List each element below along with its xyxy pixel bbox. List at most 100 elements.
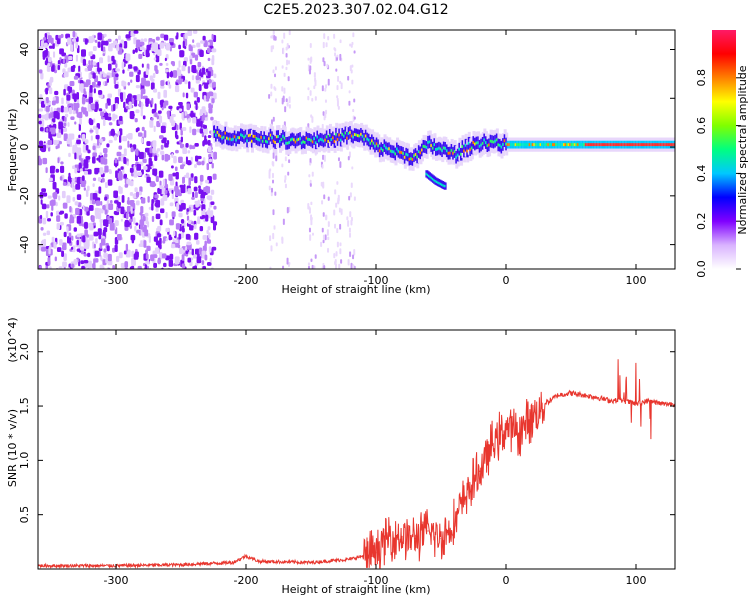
noise-cell bbox=[106, 72, 111, 76]
noise-cell bbox=[154, 103, 157, 111]
streak-cell bbox=[353, 98, 356, 103]
noise-cell bbox=[208, 232, 211, 239]
noise-cell bbox=[137, 93, 141, 101]
streak-cell bbox=[336, 181, 339, 185]
noise-cell bbox=[204, 179, 209, 184]
ridge-core bbox=[541, 143, 544, 147]
snr-point bbox=[648, 400, 650, 402]
noise-cell bbox=[197, 61, 202, 68]
ridge-core bbox=[525, 143, 528, 147]
noise-cell bbox=[114, 244, 118, 253]
noise-cell bbox=[59, 48, 64, 55]
noise-cell bbox=[159, 252, 163, 260]
noise-cell bbox=[202, 127, 208, 135]
noise-cell bbox=[194, 233, 198, 240]
noise-cell bbox=[88, 234, 94, 241]
streak-cell bbox=[337, 75, 340, 82]
noise-cell bbox=[200, 72, 204, 78]
branch-core bbox=[441, 183, 443, 186]
noise-cell bbox=[72, 245, 76, 253]
ridge-core bbox=[325, 135, 328, 139]
ridge-core bbox=[508, 143, 511, 147]
noise-cell bbox=[124, 219, 129, 228]
ridge-core bbox=[260, 135, 263, 139]
noise-cell bbox=[201, 106, 206, 114]
noise-cell bbox=[41, 188, 47, 193]
noise-cell bbox=[182, 249, 185, 254]
noise-cell bbox=[102, 205, 106, 211]
streak-cell bbox=[323, 265, 326, 269]
noise-cell bbox=[120, 218, 123, 222]
streak-cell bbox=[282, 265, 285, 269]
noise-cell bbox=[197, 66, 201, 71]
streak-cell bbox=[281, 163, 284, 168]
ridge-core bbox=[250, 139, 253, 143]
noise-cell bbox=[211, 82, 216, 88]
noise-cell bbox=[128, 101, 132, 109]
noise-cell bbox=[66, 226, 69, 234]
noise-cell bbox=[192, 39, 195, 43]
noise-cell bbox=[190, 87, 195, 93]
noise-cell bbox=[211, 48, 217, 53]
streak-cell bbox=[281, 236, 284, 241]
streak-cell bbox=[349, 192, 352, 198]
snr-point bbox=[583, 394, 585, 396]
noise-cell bbox=[114, 114, 118, 119]
ridge-core bbox=[338, 133, 341, 137]
noise-cell bbox=[144, 212, 149, 217]
noise-cell bbox=[165, 227, 170, 233]
streak-cell bbox=[348, 90, 351, 94]
noise-cell bbox=[94, 39, 98, 43]
noise-cell bbox=[68, 107, 72, 115]
noise-cell bbox=[76, 215, 82, 224]
noise-cell bbox=[175, 149, 179, 154]
ridge-core bbox=[617, 143, 620, 147]
ridge-core bbox=[416, 155, 419, 159]
streak-cell bbox=[308, 206, 311, 210]
streak-cell bbox=[274, 73, 277, 78]
snr-point bbox=[661, 403, 663, 405]
streak-cell bbox=[340, 208, 343, 215]
noise-cell bbox=[123, 173, 127, 179]
noise-cell bbox=[95, 101, 99, 109]
noise-cell bbox=[212, 173, 217, 180]
noise-cell bbox=[131, 97, 135, 105]
noise-cell bbox=[45, 210, 49, 219]
noise-cell bbox=[199, 174, 204, 182]
ridge-core bbox=[224, 131, 227, 135]
noise-cell bbox=[52, 42, 55, 49]
snr-point bbox=[180, 564, 182, 566]
streak-cell bbox=[346, 216, 349, 221]
noise-cell bbox=[61, 190, 66, 199]
ridge-core bbox=[371, 139, 374, 143]
noise-cell bbox=[81, 107, 84, 113]
noise-cell bbox=[154, 247, 160, 254]
ridge-core bbox=[450, 148, 453, 152]
noise-cell bbox=[107, 267, 111, 269]
noise-cell bbox=[125, 53, 131, 61]
x-tick-label: -300 bbox=[104, 274, 129, 287]
ridge-core bbox=[647, 143, 650, 147]
ridge-core bbox=[589, 143, 592, 147]
noise-cell bbox=[149, 120, 154, 128]
noise-cell bbox=[96, 138, 100, 146]
noise-cell bbox=[83, 262, 88, 268]
noise-cell bbox=[68, 152, 71, 158]
noise-cell bbox=[82, 235, 86, 243]
snr-y-label: SNR (10 * v/v) bbox=[6, 409, 19, 487]
noise-cell bbox=[187, 30, 193, 36]
noise-cell bbox=[141, 63, 144, 68]
noise-cell bbox=[170, 70, 173, 78]
ridge-core bbox=[608, 143, 611, 147]
noise-cell bbox=[196, 96, 200, 103]
noise-cell bbox=[188, 81, 191, 90]
streak-cell bbox=[335, 68, 338, 72]
noise-cell bbox=[182, 176, 185, 184]
streak-cell bbox=[336, 100, 339, 107]
ridge-core bbox=[369, 141, 372, 145]
noise-cell bbox=[97, 212, 102, 220]
ridge-core bbox=[233, 135, 236, 139]
noise-cell bbox=[70, 44, 74, 52]
noise-cell bbox=[48, 247, 51, 255]
